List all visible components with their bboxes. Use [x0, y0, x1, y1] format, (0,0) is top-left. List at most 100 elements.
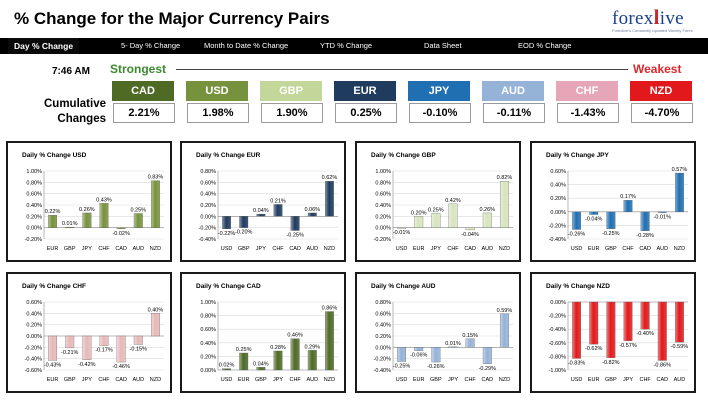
tab-ytd-change[interactable]: YTD % Change	[320, 41, 373, 50]
data-label: -0.25%	[602, 231, 620, 237]
y-tick-label: -0.20%	[25, 345, 43, 351]
bar-nzd	[150, 180, 160, 228]
x-tick-label: JPY	[623, 377, 633, 383]
y-tick-label: 0.00%	[200, 214, 216, 220]
data-label: -0.02%	[112, 231, 130, 237]
y-tick-label: -0.20%	[549, 223, 567, 229]
weakest-label: Weakest	[633, 62, 682, 76]
data-label: 0.82%	[497, 175, 513, 181]
x-tick-label: USD	[396, 377, 408, 383]
data-label: -0.86%	[654, 362, 672, 368]
bar-aud	[133, 335, 143, 345]
x-tick-label: AUD	[306, 377, 318, 383]
bar-chart: Daily % Change NZD -1.00% -0.80% -0.60% -0.4…	[546, 283, 688, 383]
currency-value-cad: 2.21%	[113, 103, 175, 123]
data-label: 0.59%	[497, 308, 513, 314]
x-tick-label: USD	[221, 377, 233, 383]
y-tick-label: 0.40%	[375, 323, 391, 329]
x-tick-label: CAD	[639, 246, 651, 252]
x-tick-label: GBP	[64, 377, 76, 383]
y-tick-label: 0.60%	[375, 192, 391, 198]
y-tick-label: 0.60%	[550, 169, 566, 175]
bar-gbp	[239, 216, 249, 228]
y-tick-label: 0.80%	[26, 180, 42, 186]
x-tick-label: CAD	[656, 377, 668, 383]
chart-title: Daily % Change NZD	[546, 283, 610, 290]
x-tick-label: GBP	[64, 246, 76, 252]
y-tick-label: 0.60%	[200, 180, 216, 186]
data-label: 0.62%	[322, 175, 338, 181]
tab-eod-change[interactable]: EOD % Change	[518, 41, 572, 50]
y-tick-label: 0.40%	[200, 341, 216, 347]
currency-value-usd: 1.98%	[187, 103, 249, 123]
y-tick-label: 0.60%	[26, 192, 42, 198]
y-tick-label: 0.20%	[26, 323, 42, 329]
tab-day-change[interactable]: Day % Change	[8, 38, 80, 54]
bar-cad	[482, 347, 492, 364]
x-tick-label: CAD	[481, 377, 493, 383]
y-tick-label: -0.20%	[374, 237, 392, 243]
data-label: 0.01%	[445, 341, 461, 347]
y-tick-label: 0.20%	[550, 196, 566, 202]
x-tick-label: USD	[221, 246, 233, 252]
y-tick-label: -0.40%	[549, 237, 567, 243]
currency-value-aud: -0.11%	[483, 103, 545, 123]
x-tick-label: USD	[571, 246, 583, 252]
bar-eur	[414, 216, 424, 228]
x-tick-label: EUR	[588, 246, 600, 252]
bar-chf	[448, 203, 458, 228]
data-label: -0.83%	[568, 360, 586, 366]
currency-code-aud: AUD	[482, 81, 544, 101]
bar-eur	[414, 347, 424, 351]
data-label: 0.02%	[219, 363, 235, 369]
bar-nzd	[324, 181, 334, 217]
tab-data-sheet[interactable]: Data Sheet	[424, 41, 462, 50]
chart-panel-1: Daily % Change USD -0.20% 0.00% 0.20% 0.40% 0…	[6, 141, 172, 262]
logo-tagline: Forexlive's Constantly Updated Weekly Fo…	[612, 28, 693, 33]
currency-value-eur: 0.25%	[335, 103, 397, 123]
cumulative-label-line-2: Changes	[57, 113, 106, 125]
bar-usd	[222, 368, 232, 371]
x-tick-label: USD	[571, 377, 583, 383]
y-tick-label: 0.00%	[550, 300, 566, 306]
data-label: -0.43%	[44, 362, 62, 368]
x-tick-label: GBP	[605, 246, 617, 252]
bar-jpy	[273, 350, 283, 371]
data-label: -0.04%	[461, 232, 479, 238]
data-label: 0.15%	[462, 333, 478, 339]
y-tick-label: -0.40%	[25, 357, 43, 363]
y-tick-label: -0.20%	[549, 314, 567, 320]
forexlive-logo[interactable]: forexlive Forexlive's Constantly Updated…	[612, 5, 694, 33]
data-label: -0.26%	[427, 364, 445, 370]
tab-month-to-date-change[interactable]: Month to Date % Change	[204, 41, 289, 50]
bar-eur	[589, 211, 599, 215]
data-label: -0.25%	[286, 233, 304, 239]
data-label: 0.04%	[253, 361, 269, 367]
bar-gbp	[65, 335, 75, 349]
y-tick-label: 0.20%	[375, 334, 391, 340]
bar-aud	[133, 213, 143, 228]
bar-chart: Daily % Change AUD -0.40% -0.20% 0.00% 0.20%…	[371, 283, 513, 383]
data-label: 0.29%	[304, 344, 320, 350]
chart-title: Daily % Change CHF	[22, 283, 86, 290]
data-label: -0.01%	[654, 214, 672, 220]
x-tick-label: NZD	[324, 246, 335, 252]
y-tick-label: 0.40%	[375, 203, 391, 209]
x-tick-label: CAD	[115, 246, 127, 252]
y-tick-label: 0.60%	[375, 311, 391, 317]
bar-eur	[48, 335, 58, 361]
chart-panel-4: Daily % Change JPY -0.40% -0.20% 0.00% 0.20%…	[530, 141, 696, 262]
tab-5-day-change[interactable]: 5- Day % Change	[121, 41, 181, 50]
bar-eur	[239, 352, 249, 371]
bar-chf	[465, 338, 475, 348]
x-tick-label: AUD	[132, 246, 144, 252]
x-tick-label: NZD	[150, 246, 161, 252]
data-label: 0.25%	[428, 208, 444, 214]
x-tick-label: JPY	[82, 246, 92, 252]
x-tick-label: NZD	[499, 377, 510, 383]
data-label: 0.25%	[130, 208, 146, 214]
bar-chf	[99, 335, 109, 346]
data-label: 0.25%	[236, 347, 252, 353]
bar-gbp	[606, 301, 616, 358]
data-label: -0.62%	[585, 346, 603, 352]
